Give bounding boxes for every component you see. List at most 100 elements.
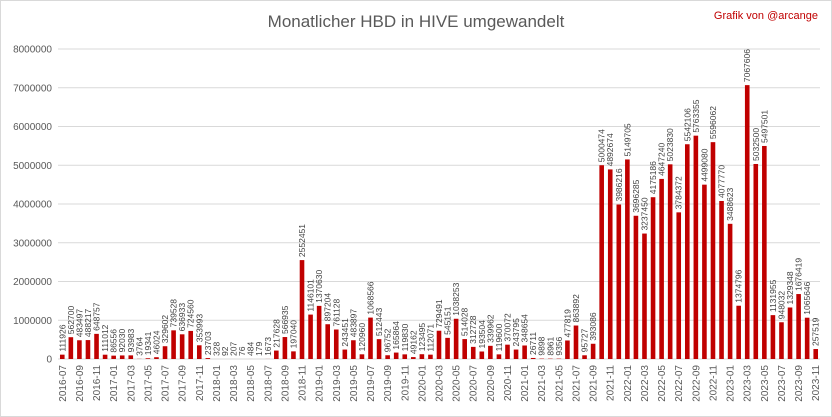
bar <box>77 340 82 359</box>
bar <box>393 352 399 359</box>
data-label: 514028 <box>460 307 470 336</box>
data-label: 393086 <box>588 312 598 341</box>
x-tick-label: 2023-11 <box>811 365 822 401</box>
bar <box>762 145 767 359</box>
data-label: 3784372 <box>674 176 684 209</box>
data-label: 512443 <box>374 308 384 337</box>
data-label: 93983 <box>126 328 136 352</box>
bar <box>154 357 159 359</box>
data-label: 477819 <box>562 309 572 338</box>
data-label: 5149705 <box>622 123 632 156</box>
x-tick-label: 2019-07 <box>366 365 377 402</box>
x-tick-label: 2017-09 <box>178 365 189 402</box>
x-tick-label: 2017-07 <box>161 365 172 402</box>
x-tick-label: 2022-01 <box>623 365 634 402</box>
data-label: 3488623 <box>725 187 735 220</box>
data-label: 1065646 <box>802 281 812 314</box>
bar <box>342 349 348 359</box>
data-label: 3764 <box>134 337 144 356</box>
data-label: 49162 <box>408 330 418 354</box>
bar <box>453 318 459 359</box>
y-tick-label: 0 <box>46 355 52 366</box>
bar <box>582 355 587 359</box>
chart-credit: Grafik von @arcange <box>713 10 818 22</box>
bar <box>68 337 74 359</box>
data-label: 5000474 <box>597 129 607 162</box>
x-tick-label: 2022-09 <box>691 365 702 402</box>
data-label: 3696285 <box>631 179 641 212</box>
data-label: 217628 <box>271 319 281 348</box>
data-label: 948032 <box>776 291 786 320</box>
x-tick-label: 2018-11 <box>298 365 309 401</box>
data-label: 348654 <box>520 314 530 343</box>
bar <box>505 344 510 359</box>
bar <box>667 164 673 359</box>
data-label: 112071 <box>425 324 435 352</box>
data-label: 328 <box>211 342 221 356</box>
data-label: 5763355 <box>691 99 701 132</box>
data-label: 119830 <box>400 323 410 351</box>
data-label: 5596062 <box>708 106 718 139</box>
data-label: 636933 <box>177 303 187 332</box>
x-tick-label: 2016-07 <box>58 365 69 402</box>
bar <box>411 357 416 359</box>
x-tick-label: 2019-05 <box>349 365 360 402</box>
data-label: 4892674 <box>605 133 615 166</box>
bar <box>488 345 493 359</box>
x-tick-label: 2020-01 <box>417 365 428 402</box>
bar <box>462 339 467 359</box>
data-label: 5542106 <box>682 108 692 141</box>
data-label: 197040 <box>288 320 298 349</box>
bar <box>436 330 442 359</box>
x-tick-label: 2017-03 <box>126 365 137 402</box>
x-tick-label: 2021-03 <box>537 365 548 402</box>
data-label: 2552451 <box>297 224 307 257</box>
bar <box>385 355 390 359</box>
bar <box>402 354 408 359</box>
bar <box>291 351 296 359</box>
x-tick-label: 2022-03 <box>640 365 651 402</box>
y-tick-label: 3000000 <box>13 238 52 249</box>
x-tick-label: 2016-11 <box>92 365 103 401</box>
data-label: 863892 <box>571 294 581 323</box>
bar <box>128 355 134 359</box>
bar <box>470 346 476 359</box>
bar <box>513 349 519 359</box>
bar <box>573 325 579 359</box>
bar <box>599 165 604 359</box>
data-label: 562700 <box>66 306 76 335</box>
data-label: 179 <box>254 342 264 356</box>
bar <box>693 135 699 359</box>
data-label: 761128 <box>331 299 341 327</box>
bar <box>94 333 99 359</box>
x-tick-label: 2017-05 <box>143 365 154 402</box>
data-label: 4175186 <box>648 161 658 194</box>
data-label: 86556 <box>109 329 119 353</box>
bar <box>676 212 682 359</box>
bar <box>282 337 288 359</box>
bar <box>710 142 716 359</box>
data-label: 312728 <box>468 315 478 344</box>
x-tick-label: 2019-01 <box>315 365 326 402</box>
data-label: 545151 <box>443 306 453 335</box>
data-label: 92030 <box>117 329 127 353</box>
bar <box>684 144 690 359</box>
data-label: 484 <box>246 342 256 356</box>
bar <box>736 305 741 359</box>
bar <box>445 337 450 359</box>
bar <box>376 339 382 359</box>
x-tick-label: 2020-07 <box>469 365 480 402</box>
bar <box>119 355 125 359</box>
bar <box>796 294 801 359</box>
bar <box>565 340 570 359</box>
y-tick-label: 8000000 <box>13 45 52 56</box>
data-label: 4077770 <box>717 165 727 198</box>
x-tick-label: 2021-05 <box>554 365 565 402</box>
bar <box>368 317 373 359</box>
data-label: 119600 <box>494 323 504 351</box>
bar <box>804 317 810 359</box>
bar <box>85 340 91 359</box>
data-label: 5023830 <box>665 128 675 161</box>
bar <box>428 354 433 359</box>
data-label: 339962 <box>485 314 495 343</box>
